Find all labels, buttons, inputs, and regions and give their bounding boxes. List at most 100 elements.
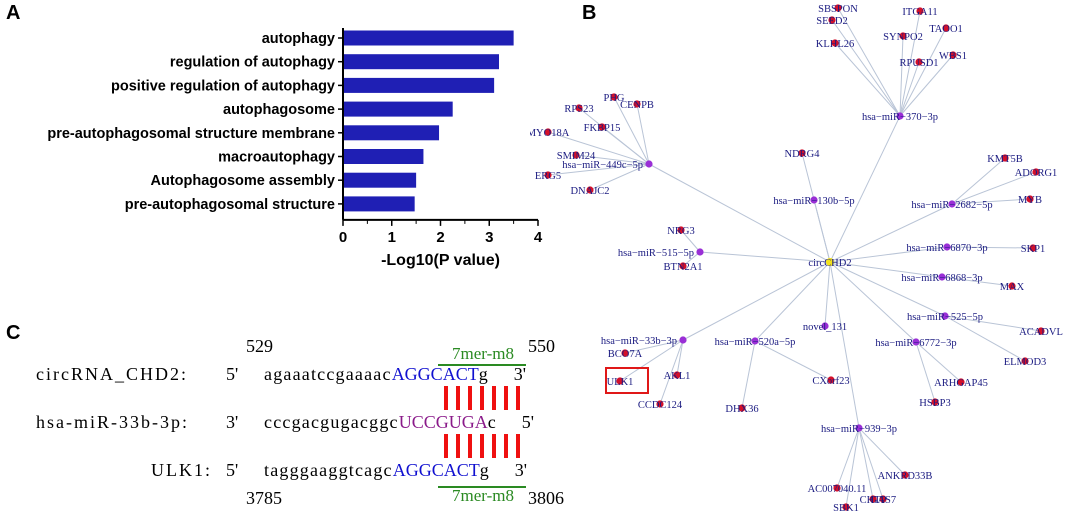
circrna-sequence-row: circRNA_CHD2: 5' agaaatccgaaaacAGGCACTg 3' xyxy=(36,364,526,384)
hub-node xyxy=(826,258,834,266)
site-bracket-top xyxy=(438,364,526,366)
gene-label: DHX36 xyxy=(725,404,758,415)
bar xyxy=(343,125,440,141)
gene-label: NRG3 xyxy=(667,226,694,237)
gene-label: CHTP xyxy=(860,495,887,506)
edge xyxy=(682,261,831,341)
site-bracket-bottom xyxy=(438,486,526,488)
gene-label: SMIM24 xyxy=(557,151,596,162)
mirna-label: hsa−miR−6868−3p xyxy=(901,273,982,284)
gene-label: ITGA11 xyxy=(902,7,937,18)
network-nodes xyxy=(544,4,1045,511)
bar xyxy=(343,77,495,93)
edge xyxy=(831,19,901,117)
edge xyxy=(944,315,1026,362)
gene-label: HSBP3 xyxy=(919,398,951,409)
x-tick-label: 2 xyxy=(436,229,444,246)
edge xyxy=(601,126,650,165)
edge xyxy=(829,261,943,278)
gene-node xyxy=(656,400,664,408)
hub-label: circCHD2 xyxy=(808,258,851,269)
gene-node xyxy=(610,93,618,101)
mirna-label: hsa−miR−939−3p xyxy=(821,424,897,435)
mirna-sequence-row: hsa-miR-33b-3p: 3' cccgacgugacggcUCCGUGAc 5… xyxy=(36,412,534,432)
network-labels: hsa−miR−370−3p SBSPON ITGA11 SEED2 TAOO1 SYNP… xyxy=(530,4,1063,513)
pair-bar-bottom xyxy=(456,434,460,458)
mirna-label: novel_131 xyxy=(803,322,847,333)
mirna-label: hsa−miR−2682−5p xyxy=(911,200,992,211)
site-label-top: 7mer-m8 xyxy=(452,344,514,363)
gene-node xyxy=(834,4,842,12)
mirna-label: hsa−miR−370−3p xyxy=(862,112,938,123)
seq-row-name: ULK1: xyxy=(151,460,212,480)
gene-node xyxy=(621,349,629,357)
mirna-label: hsa−miR−6772−3p xyxy=(875,338,956,349)
edge xyxy=(951,171,1037,205)
edge xyxy=(589,163,650,191)
bar xyxy=(343,196,415,212)
gene-label: AC007040.11 xyxy=(808,484,867,495)
gene-label: SBK1 xyxy=(833,503,859,513)
edge xyxy=(858,427,884,500)
gene-node xyxy=(1021,357,1029,365)
gene-label: SEED2 xyxy=(816,16,848,27)
gene-node xyxy=(1029,244,1037,252)
category-label: regulation of autophagy xyxy=(170,55,335,71)
mirna-label: hsa−miR−449c−5p xyxy=(562,160,643,171)
gene-label: ARHGAP45 xyxy=(934,378,988,389)
mirna-label: hsa−miR−515−5p xyxy=(618,248,694,259)
edge xyxy=(547,131,650,165)
gene-node xyxy=(598,123,606,131)
edge xyxy=(754,340,832,381)
pair-bar-top xyxy=(516,386,520,410)
mirna-node xyxy=(751,337,759,345)
mirna-label: NDRG4 xyxy=(784,149,820,160)
gene-node xyxy=(842,503,850,511)
gene-node xyxy=(1008,282,1016,290)
mirna-label: hsa−miR−525−5p xyxy=(907,312,983,323)
gene-label: KMT5B xyxy=(987,154,1023,165)
gene-label: MYO18A xyxy=(530,128,570,139)
gene-label: ACADVL xyxy=(1019,327,1063,338)
edge xyxy=(858,427,906,476)
gene-node xyxy=(1001,154,1009,162)
mirna-node xyxy=(696,248,704,256)
mirna-label: hsa−miR−33b−3p xyxy=(601,336,677,347)
gene-node xyxy=(1037,327,1045,335)
gene-label: FKBP15 xyxy=(584,123,621,134)
category-label: macroautophagy xyxy=(218,150,335,166)
mirna-node xyxy=(798,149,806,157)
edge xyxy=(915,341,962,383)
edge xyxy=(754,261,831,342)
edge xyxy=(613,96,650,165)
edge xyxy=(813,199,831,263)
gene-label: GAS7 xyxy=(870,495,896,506)
pair-bar-top xyxy=(492,386,496,410)
edge xyxy=(619,339,684,382)
pair-bar-top xyxy=(456,386,460,410)
gene-label: RPUSD1 xyxy=(899,58,938,69)
bar-chart-go-enrichment: autophagy regulation of autophagy positive… xyxy=(47,28,543,269)
pair-bar-top xyxy=(480,386,484,410)
pair-bar-bottom xyxy=(516,434,520,458)
gene-label: BTN2A1 xyxy=(663,262,702,273)
mirna-node xyxy=(948,200,956,208)
seq-row-name: hsa-miR-33b-3p: xyxy=(36,412,189,432)
gene-node xyxy=(949,51,957,59)
gene-label: ERG5 xyxy=(535,171,561,182)
gene-node xyxy=(831,39,839,47)
seq-row-name: circRNA_CHD2: xyxy=(36,364,188,384)
mirna-node xyxy=(645,160,653,168)
mirna-label: hsa−miR−6870−3p xyxy=(906,243,987,254)
gene-node xyxy=(879,495,887,503)
edge xyxy=(951,198,1031,205)
gene-label: SKP1 xyxy=(1021,244,1046,255)
bar xyxy=(343,101,453,117)
mirna-label: hsa−miR−130b−5p xyxy=(773,196,854,207)
edge xyxy=(944,315,1042,332)
edge xyxy=(899,35,904,117)
edge xyxy=(829,261,946,317)
mirna-label: hsa−miR−520a−5p xyxy=(715,337,796,348)
edge xyxy=(547,163,650,176)
mirna-node xyxy=(855,424,863,432)
